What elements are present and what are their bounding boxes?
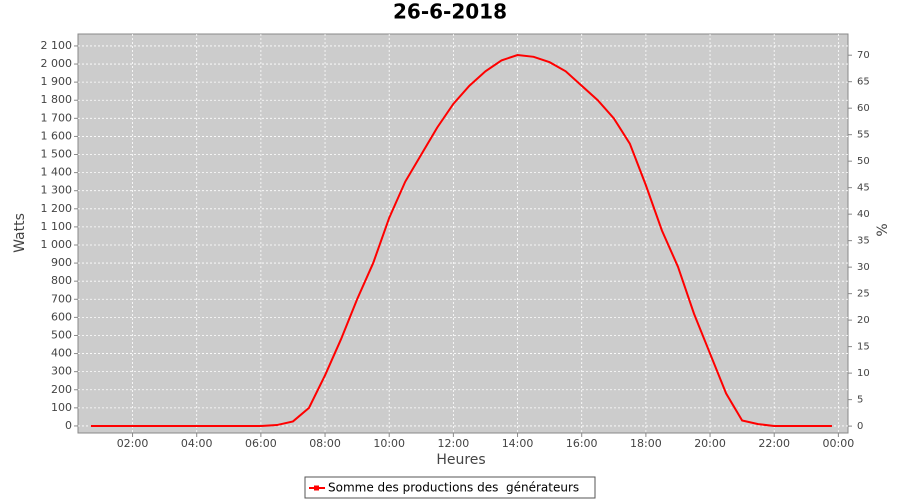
x-tick-label: 08:00	[309, 437, 341, 450]
y-tick-label: 1 000	[41, 238, 73, 251]
x-tick-label: 02:00	[117, 437, 149, 450]
y-tick-label: 1 300	[41, 184, 73, 197]
y-tick-label: 1 500	[41, 148, 73, 161]
x-tick-label: 04:00	[181, 437, 213, 450]
y-axis-label: Watts	[12, 213, 28, 253]
y2-tick-label: 5	[857, 395, 863, 406]
y2-axis-label: %	[875, 223, 891, 236]
y-tick-label: 700	[51, 292, 72, 305]
x-tick-label: 00:00	[823, 437, 855, 450]
y-tick-label: 0	[65, 419, 72, 432]
y2-tick-label: 70	[857, 50, 870, 61]
y-tick-label: 400	[51, 347, 72, 360]
y-tick-label: 900	[51, 256, 72, 269]
y2-tick-label: 0	[857, 421, 863, 432]
x-axis-label: Heures	[436, 452, 485, 468]
y-tick-label: 300	[51, 365, 72, 378]
y-tick-label: 200	[51, 383, 72, 396]
y-tick-label: 1 400	[41, 166, 73, 179]
y2-tick-label: 20	[857, 315, 870, 326]
y-tick-label: 100	[51, 401, 72, 414]
y-tick-label: 800	[51, 274, 72, 287]
y-tick-label: 1 200	[41, 202, 73, 215]
y-tick-label: 1 900	[41, 75, 73, 88]
legend-label: Somme des productions des générateurs	[328, 481, 579, 495]
y2-tick-label: 10	[857, 368, 870, 379]
y2-tick-label: 15	[857, 342, 870, 353]
y2-tick-label: 25	[857, 289, 870, 300]
y2-tick-label: 50	[857, 156, 870, 167]
x-tick-label: 18:00	[630, 437, 662, 450]
y-tick-label: 500	[51, 328, 72, 341]
y2-tick-label: 40	[857, 209, 870, 220]
chart-title: 26-6-2018	[393, 0, 507, 24]
y-tick-label: 1 100	[41, 220, 73, 233]
y-tick-label: 1 700	[41, 111, 73, 124]
y-tick-label: 600	[51, 310, 72, 323]
x-tick-label: 22:00	[758, 437, 790, 450]
legend	[304, 476, 596, 499]
x-tick-label: 12:00	[438, 437, 470, 450]
y2-tick-label: 35	[857, 236, 870, 247]
y-tick-label: 2 000	[41, 57, 73, 70]
series-line	[90, 53, 832, 427]
x-tick-label: 14:00	[502, 437, 534, 450]
x-tick-label: 16:00	[566, 437, 598, 450]
y2-tick-label: 45	[857, 183, 870, 194]
legend-swatch	[314, 485, 319, 491]
y2-tick-label: 65	[857, 77, 870, 88]
x-tick-label: 06:00	[245, 437, 277, 450]
y2-tick-label: 55	[857, 130, 870, 141]
y-tick-label: 1 600	[41, 129, 73, 142]
y-tick-label: 1 800	[41, 93, 73, 106]
y2-tick-label: 30	[857, 262, 870, 273]
y-tick-label: 2 100	[41, 39, 73, 52]
y2-tick-label: 60	[857, 103, 870, 114]
x-tick-label: 10:00	[373, 437, 405, 450]
x-tick-label: 20:00	[694, 437, 726, 450]
